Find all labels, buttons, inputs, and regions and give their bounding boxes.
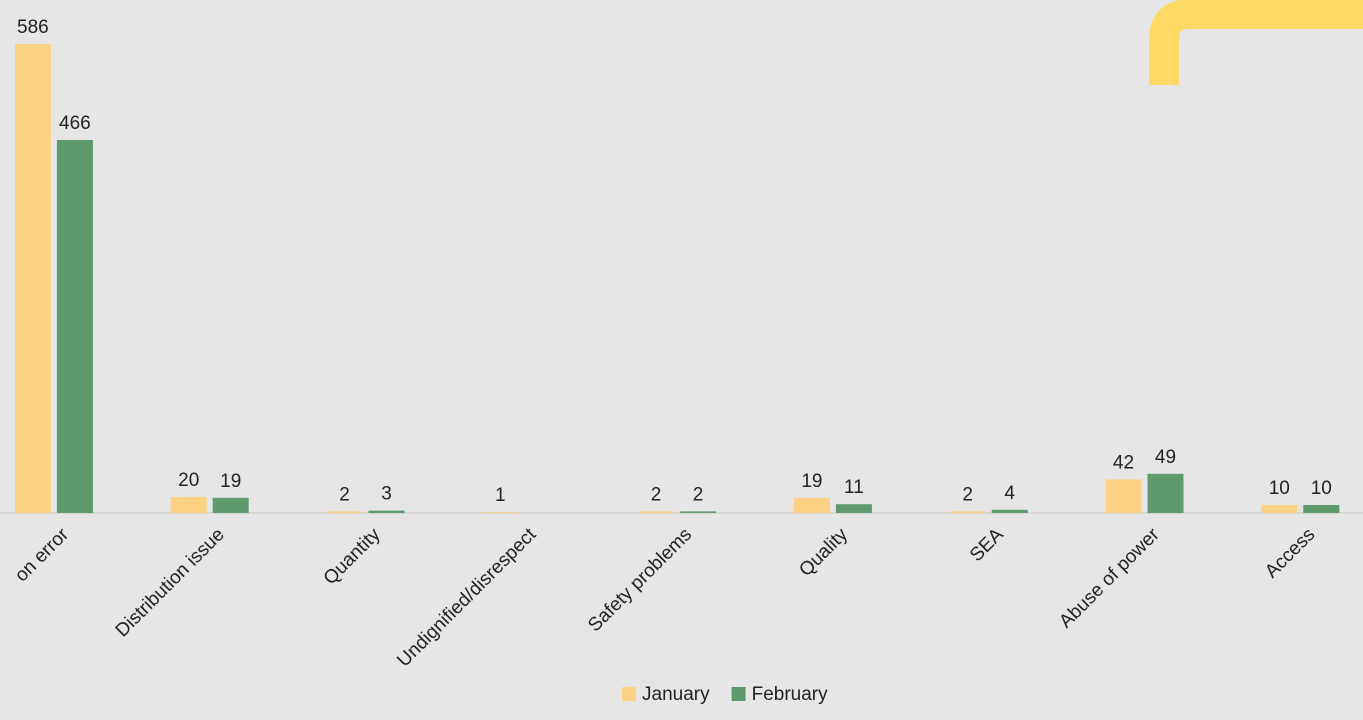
bar	[793, 497, 830, 513]
legend-swatch	[731, 687, 746, 701]
legend-swatch	[622, 687, 636, 701]
data-label: 2	[339, 484, 350, 505]
data-label: 466	[59, 113, 91, 134]
bar	[326, 511, 363, 513]
data-label: 2	[962, 484, 973, 505]
bar	[680, 511, 717, 513]
bar	[835, 504, 872, 513]
bar	[170, 496, 207, 513]
x-tick-label: Quantity	[320, 524, 385, 589]
data-label: 2	[693, 484, 704, 505]
data-label: 1	[495, 485, 506, 506]
decoration	[1149, 0, 1363, 85]
data-label: 2	[651, 484, 662, 505]
data-label: 20	[178, 470, 199, 491]
data-label: 10	[1311, 478, 1332, 499]
data-label: 3	[381, 484, 392, 505]
x-tick-label: Quality	[795, 524, 852, 581]
data-label: 10	[1269, 478, 1290, 499]
bar	[1105, 479, 1142, 513]
legend-label: January	[642, 684, 710, 705]
x-tick-label: Abuse of power	[1055, 524, 1164, 633]
data-label: 42	[1113, 452, 1134, 473]
x-tick-label: SEA	[966, 524, 1008, 566]
data-label: 19	[220, 471, 241, 492]
bar	[991, 509, 1028, 513]
bar	[482, 512, 519, 513]
x-tick-label: Access	[1261, 524, 1319, 582]
data-label: 11	[844, 477, 864, 498]
bar	[368, 510, 405, 513]
x-tick-label: Undignified/disrespect	[393, 524, 541, 672]
x-tick-label: on error	[11, 524, 73, 586]
data-label: 49	[1155, 447, 1176, 468]
bar	[949, 511, 986, 513]
bar	[638, 511, 675, 513]
bar	[1261, 504, 1298, 513]
data-label: 586	[17, 17, 49, 38]
bar	[56, 140, 93, 513]
bar	[212, 497, 249, 513]
data-label: 4	[1004, 483, 1015, 504]
bar	[1147, 473, 1184, 513]
bar	[1303, 504, 1340, 513]
data-label: 19	[801, 471, 822, 492]
x-tick-label: Safety problems	[584, 524, 696, 636]
x-tick-label: Distribution issue	[112, 524, 229, 641]
bar	[14, 44, 51, 513]
legend-label: February	[752, 684, 829, 705]
